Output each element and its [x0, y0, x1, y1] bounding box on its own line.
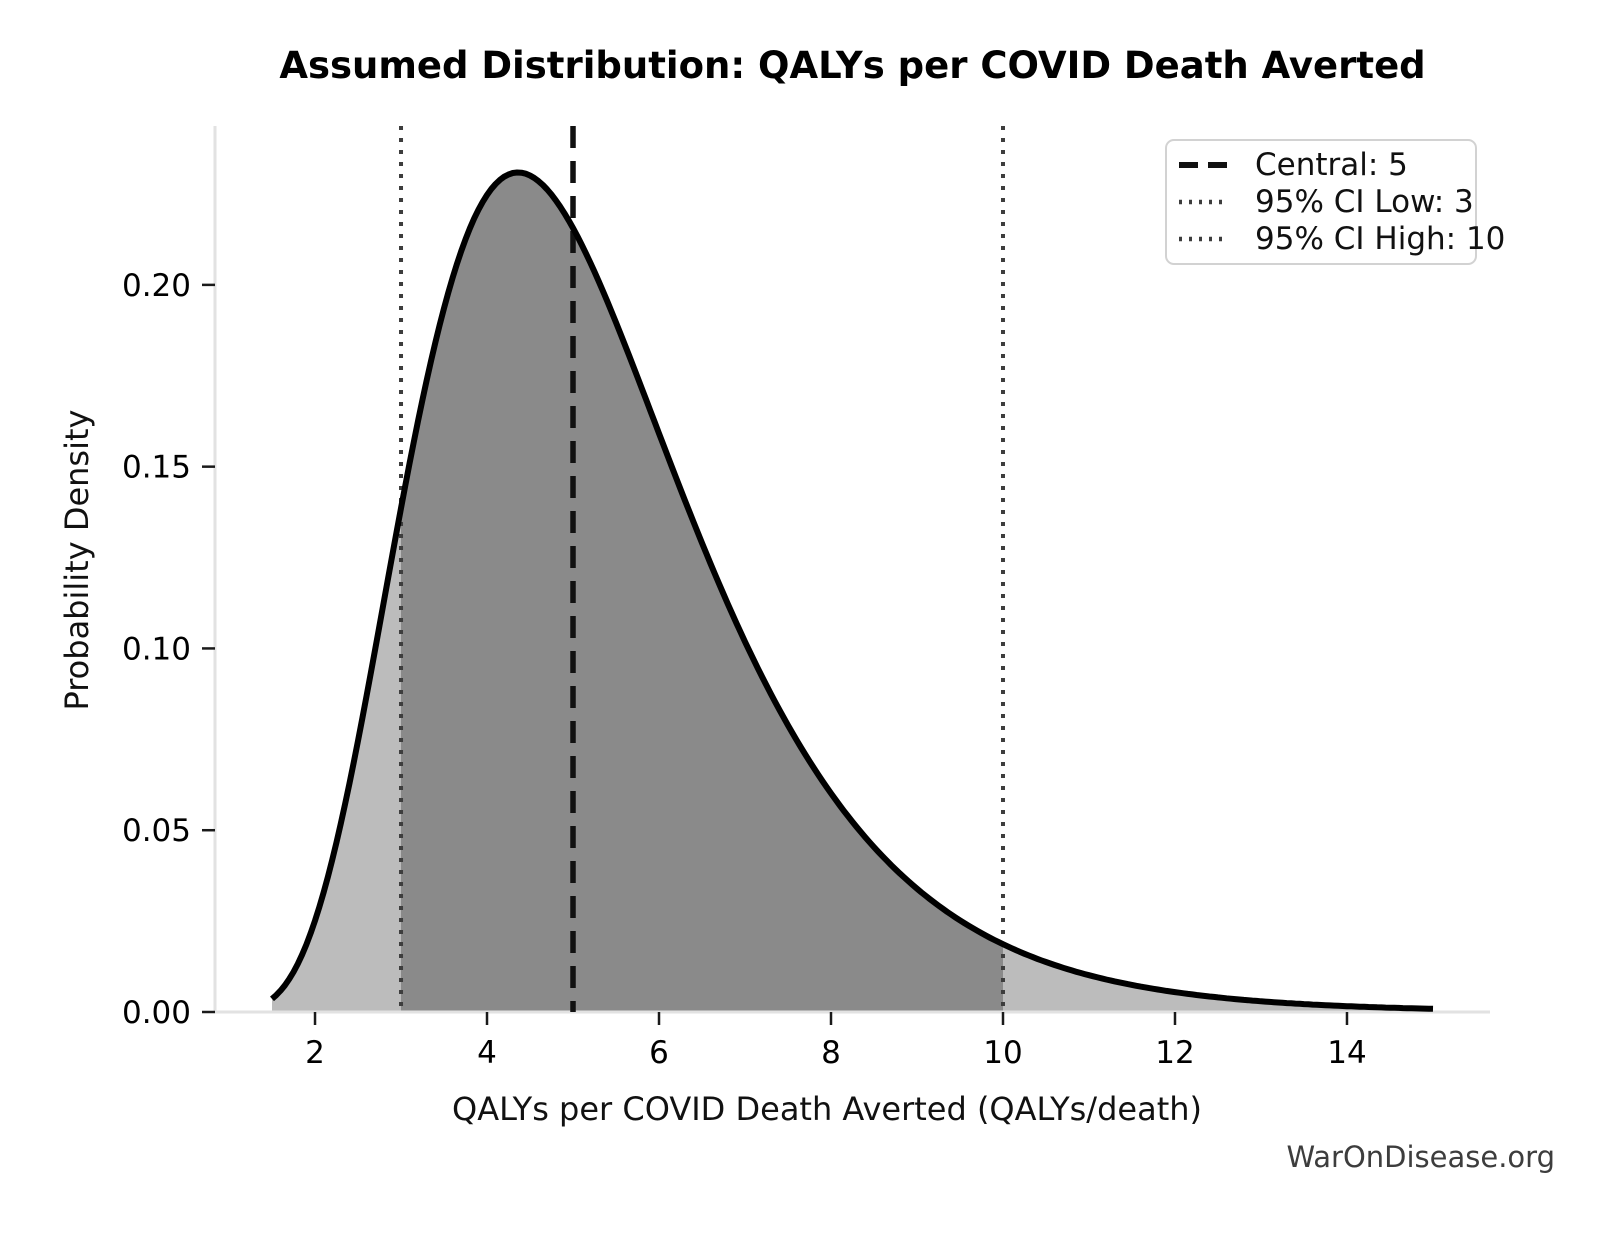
- legend-label-ci-high: 95% CI High: 10: [1255, 221, 1506, 258]
- x-tick-label: 14: [1327, 1035, 1366, 1071]
- y-axis-label: Probability Density: [58, 409, 96, 711]
- legend-box: Central: 5 95% CI Low: 3 95% CI High: 10: [1165, 139, 1505, 265]
- legend-item-ci-low: 95% CI Low: 3: [1178, 184, 1474, 220]
- legend-label-ci-low: 95% CI Low: 3: [1255, 183, 1474, 220]
- x-axis-label: QALYs per COVID Death Averted (QALYs/dea…: [452, 1090, 1202, 1128]
- ci-band-fill: [401, 172, 1003, 1012]
- legend-item-ci-high: 95% CI High: 10: [1178, 221, 1505, 257]
- x-tick-label: 4: [477, 1035, 497, 1071]
- density-curve: [270, 169, 1434, 1012]
- x-tick-label: 8: [821, 1035, 841, 1071]
- y-tick-label: 0.05: [122, 813, 191, 849]
- legend-dotted-line-swatch: [1179, 199, 1229, 205]
- y-tick-label: 0.00: [122, 995, 191, 1031]
- x-tick-label: 6: [649, 1035, 669, 1071]
- x-tick-label: 12: [1155, 1035, 1194, 1071]
- legend-dashed-line-swatch: [1179, 161, 1229, 168]
- legend-dotted-line-swatch: [1179, 237, 1229, 242]
- y-tick-label: 0.10: [122, 631, 191, 667]
- y-tick-label: 0.15: [122, 450, 191, 486]
- chart-title: Assumed Distribution: QALYs per COVID De…: [279, 44, 1426, 87]
- x-tick-label: 2: [305, 1035, 325, 1071]
- legend-label-central: Central: 5: [1255, 146, 1408, 183]
- y-tick-label: 0.20: [122, 268, 191, 304]
- x-tick-label: 10: [983, 1035, 1022, 1071]
- legend-item-central: Central: 5: [1178, 147, 1469, 183]
- watermark: WarOnDisease.org: [1286, 1140, 1555, 1174]
